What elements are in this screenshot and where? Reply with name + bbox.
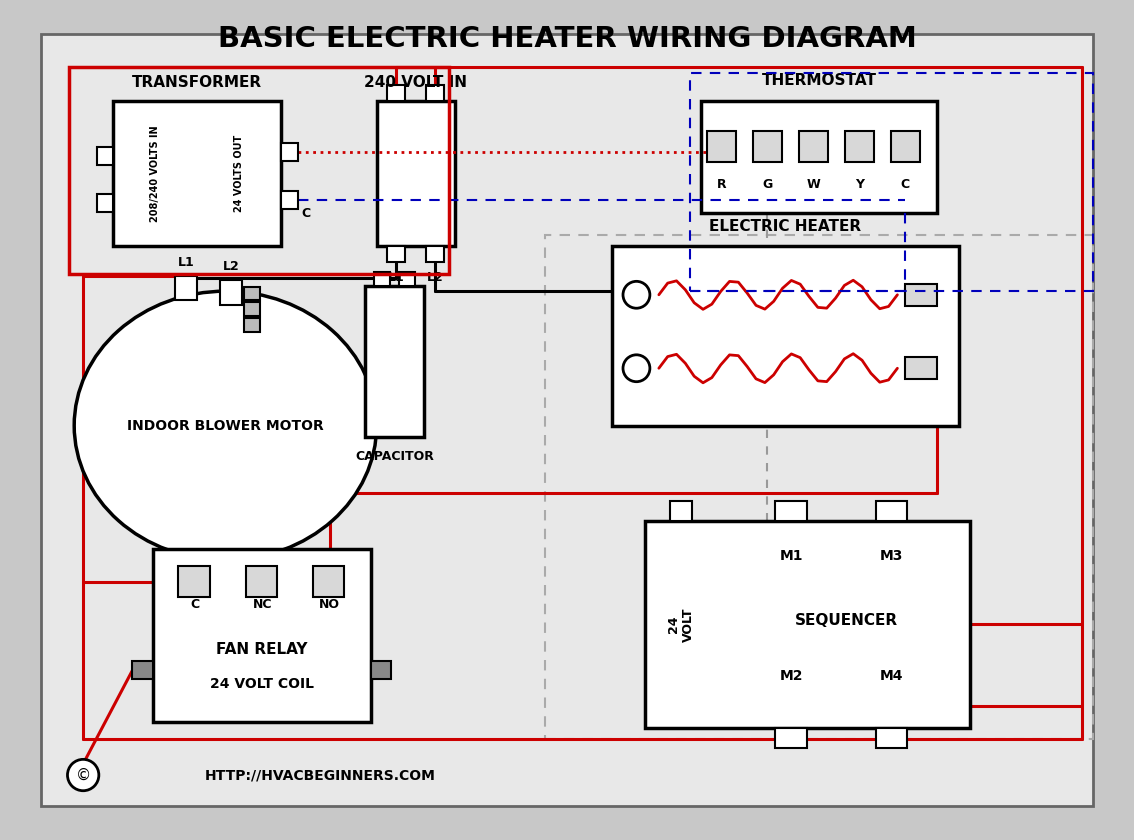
Bar <box>374 272 390 286</box>
Text: BASIC ELECTRIC HEATER WIRING DIAGRAM: BASIC ELECTRIC HEATER WIRING DIAGRAM <box>218 25 916 53</box>
Bar <box>399 272 415 286</box>
Text: CAPACITOR: CAPACITOR <box>355 450 434 464</box>
Bar <box>905 284 937 306</box>
Text: NC: NC <box>253 598 272 611</box>
Bar <box>706 131 736 162</box>
Text: 24 VOLT COIL: 24 VOLT COIL <box>210 677 314 691</box>
Text: 24 VOLTS OUT: 24 VOLTS OUT <box>235 135 245 213</box>
Text: ©: © <box>76 768 91 783</box>
Text: M2: M2 <box>779 669 803 683</box>
Text: L1: L1 <box>178 255 195 269</box>
Bar <box>68 67 449 275</box>
Bar <box>245 302 260 316</box>
Circle shape <box>68 759 99 790</box>
Text: L1: L1 <box>388 271 405 284</box>
Bar <box>426 85 445 101</box>
Text: C: C <box>900 178 909 192</box>
Text: W: W <box>806 178 820 192</box>
Text: NO: NO <box>319 598 340 611</box>
Circle shape <box>623 281 650 308</box>
Text: 240 VOLT IN: 240 VOLT IN <box>364 76 467 91</box>
Bar <box>153 549 371 722</box>
Text: C: C <box>302 207 311 220</box>
Text: ELECTRIC HEATER: ELECTRIC HEATER <box>710 218 862 234</box>
Bar <box>281 143 298 160</box>
Bar <box>313 566 344 597</box>
Bar <box>670 501 693 521</box>
Bar <box>776 728 806 748</box>
Bar <box>753 131 782 162</box>
Text: TRANSFORMER: TRANSFORMER <box>133 76 262 91</box>
Bar <box>376 101 455 246</box>
Text: R: R <box>717 178 727 192</box>
Bar <box>220 280 243 305</box>
Text: G: G <box>762 178 772 192</box>
Bar <box>178 566 210 597</box>
Text: L2: L2 <box>428 271 443 284</box>
Bar <box>175 276 197 300</box>
Bar <box>281 191 298 209</box>
Text: M1: M1 <box>779 549 803 563</box>
Bar <box>96 194 113 212</box>
Text: FAN RELAY: FAN RELAY <box>217 642 307 657</box>
Bar <box>371 661 391 680</box>
Bar <box>890 131 920 162</box>
Bar <box>776 501 806 521</box>
Text: M3: M3 <box>880 549 904 563</box>
Bar <box>877 501 907 521</box>
Text: 24
VOLT: 24 VOLT <box>667 607 695 642</box>
Text: THERMOSTAT: THERMOSTAT <box>762 73 877 88</box>
Bar <box>365 286 424 437</box>
Bar <box>877 728 907 748</box>
Bar <box>702 101 937 213</box>
Text: M4: M4 <box>880 669 904 683</box>
Bar <box>691 73 1093 291</box>
Bar <box>113 101 281 246</box>
Text: SEQUENCER: SEQUENCER <box>795 612 898 627</box>
Bar <box>96 147 113 165</box>
Bar <box>544 235 1093 739</box>
Bar <box>612 246 959 426</box>
Bar <box>246 566 277 597</box>
Text: HTTP://HVACBEGINNERS.COM: HTTP://HVACBEGINNERS.COM <box>205 768 437 782</box>
Bar <box>798 131 828 162</box>
Bar <box>387 85 405 101</box>
Text: C: C <box>191 598 200 611</box>
Ellipse shape <box>74 291 376 560</box>
Bar <box>133 661 153 680</box>
Circle shape <box>623 354 650 381</box>
Text: INDOOR BLOWER MOTOR: INDOOR BLOWER MOTOR <box>127 418 324 433</box>
Bar <box>845 131 874 162</box>
Bar <box>245 286 260 300</box>
Text: L2: L2 <box>222 260 239 273</box>
Bar <box>245 318 260 332</box>
Bar <box>387 246 405 262</box>
Text: 208/240 VOLTS IN: 208/240 VOLTS IN <box>151 125 160 222</box>
Bar <box>426 246 445 262</box>
Bar <box>645 521 971 728</box>
Bar <box>905 357 937 380</box>
Text: Y: Y <box>855 178 864 192</box>
